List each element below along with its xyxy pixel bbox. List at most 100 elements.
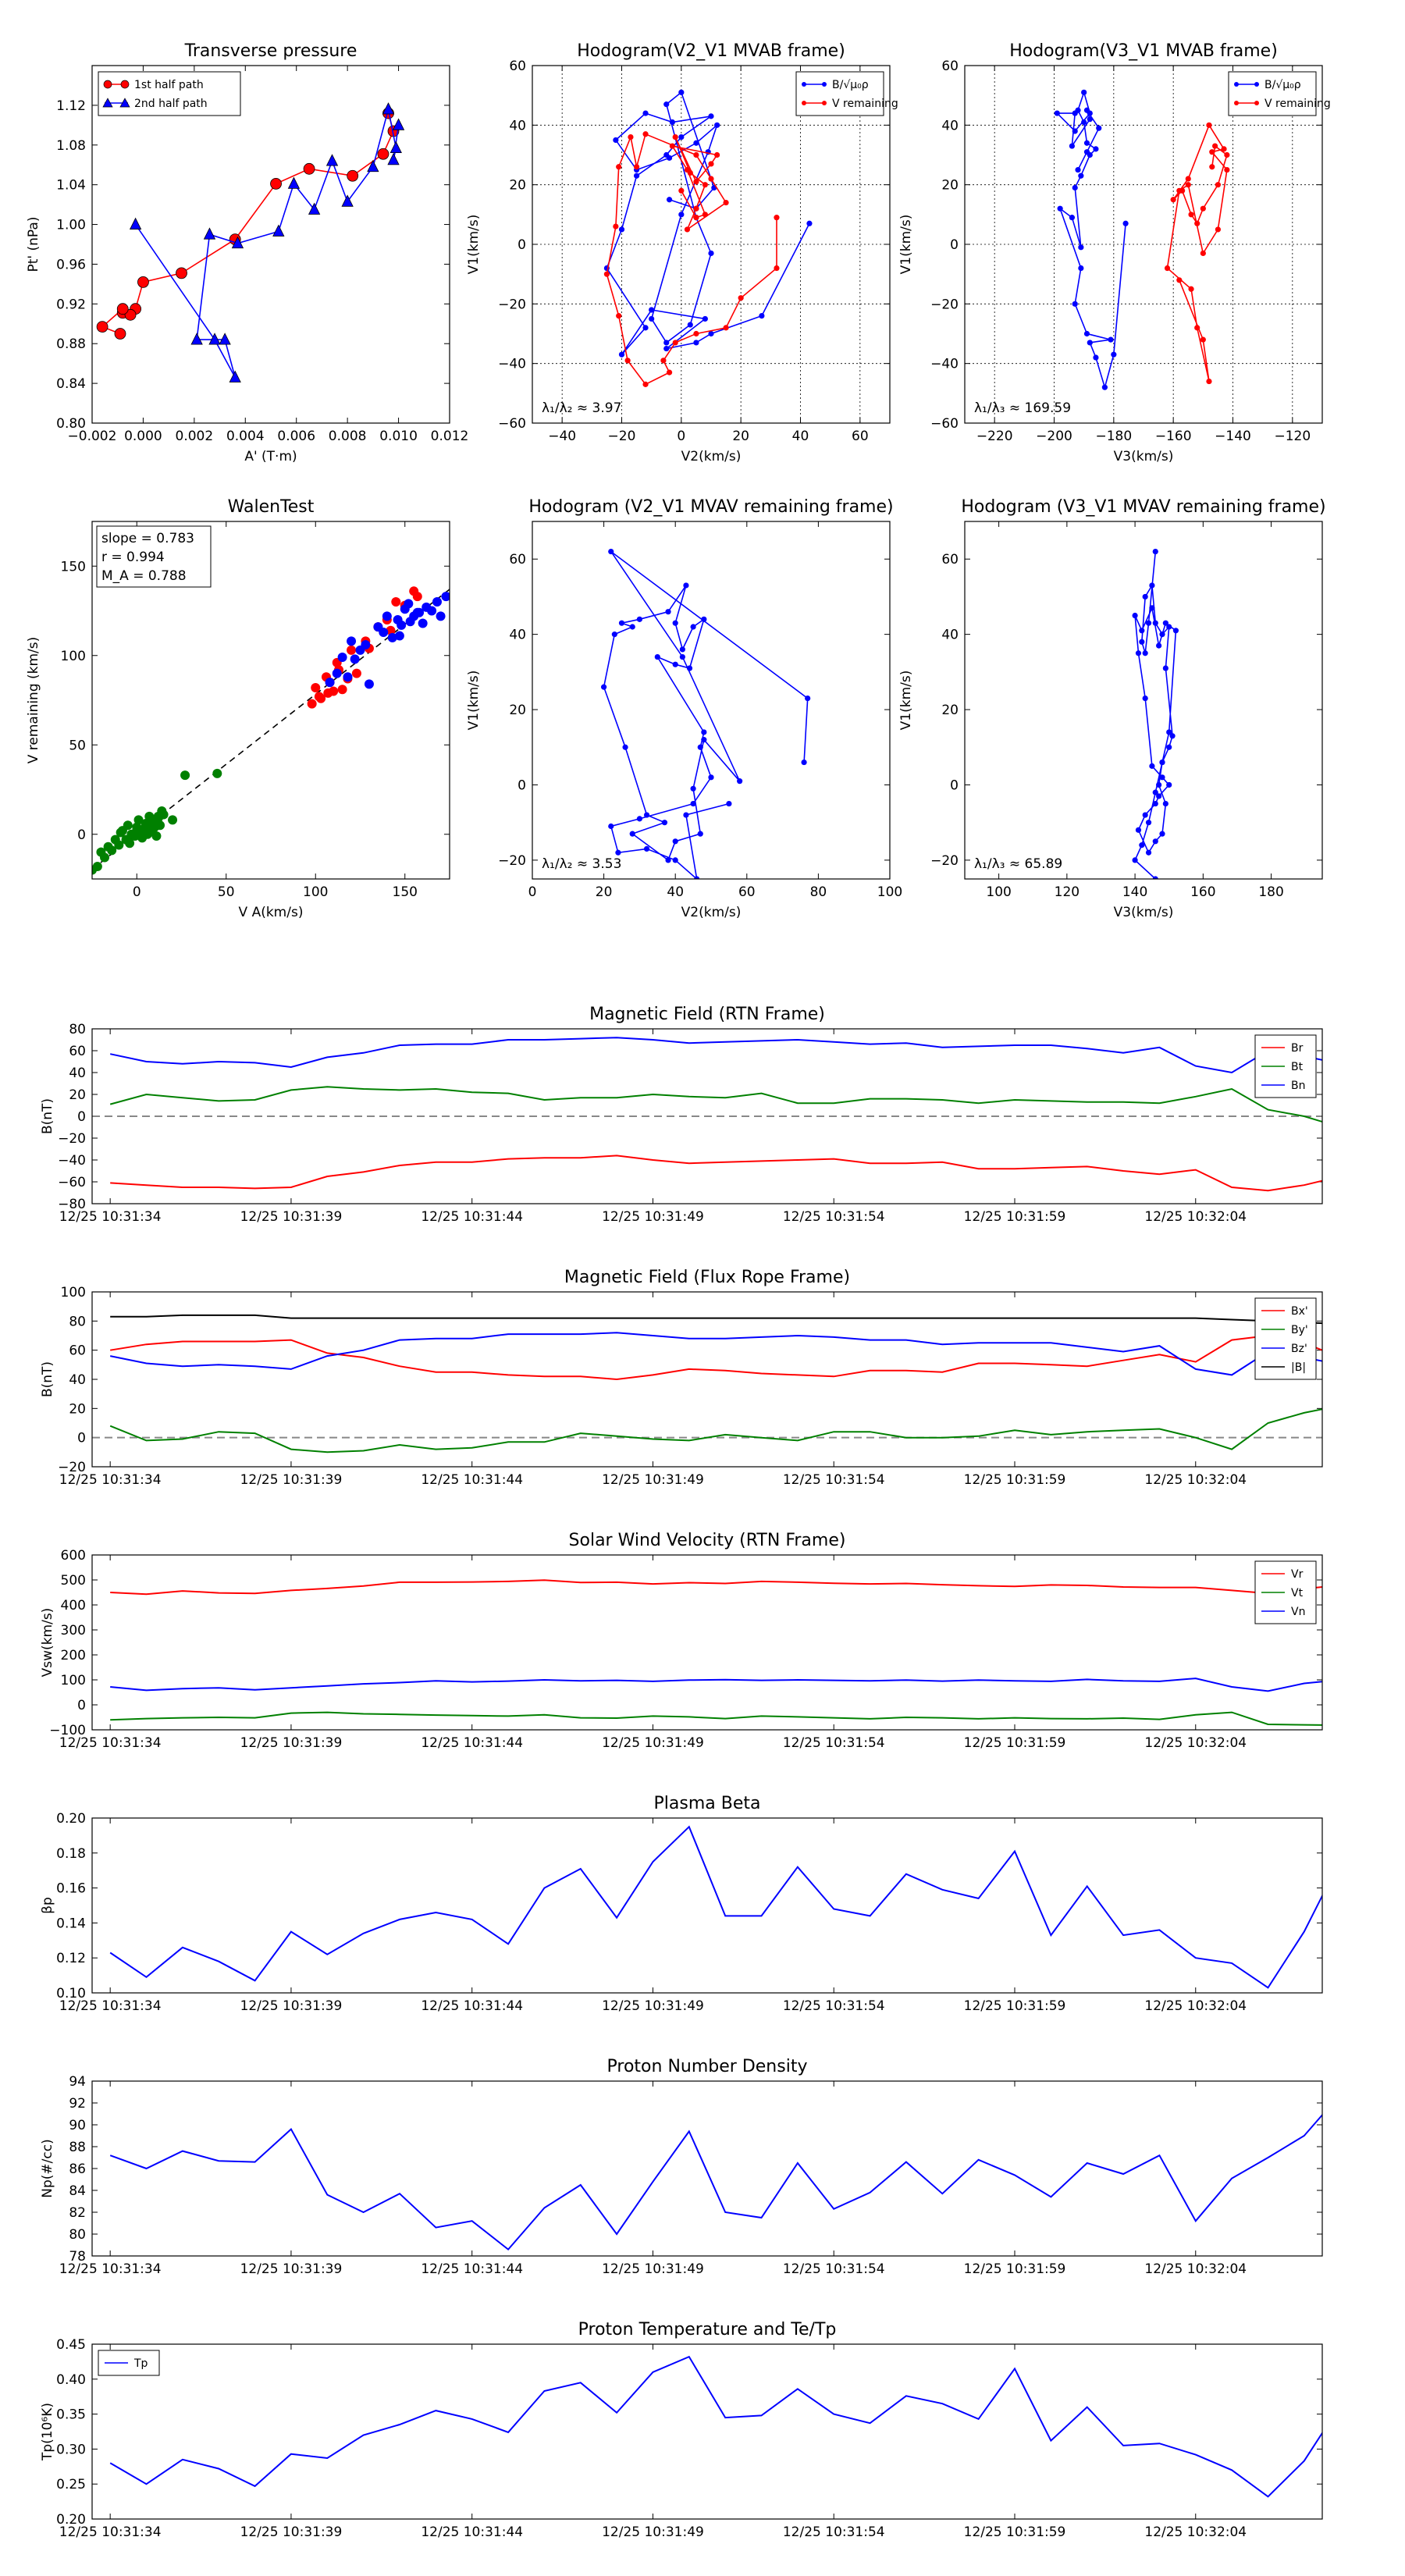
point — [96, 321, 108, 333]
x-tick-label: 12/25 10:31:54 — [783, 1998, 885, 2014]
point — [690, 785, 696, 792]
point — [1166, 729, 1172, 735]
y-tick-label: 0 — [518, 777, 526, 793]
point — [616, 164, 622, 170]
y-tick-label: −60 — [930, 416, 959, 432]
y-tick-label: 20 — [509, 178, 526, 194]
point — [1078, 244, 1084, 251]
point — [1200, 250, 1206, 257]
x-tick-label: 12/25 10:32:04 — [1144, 1998, 1247, 2014]
y-tick-label: 60 — [509, 552, 526, 568]
chart-title: Proton Number Density — [607, 2057, 808, 2076]
y-axis-label: V1(km/s) — [898, 671, 914, 731]
point — [1087, 340, 1093, 346]
x-tick-label: 12/25 10:31:49 — [602, 2261, 704, 2277]
point — [660, 358, 667, 364]
point — [1215, 182, 1222, 188]
point — [389, 141, 402, 153]
x-tick-label: 180 — [1258, 884, 1283, 900]
point — [702, 315, 708, 322]
point — [392, 118, 405, 130]
point — [654, 653, 660, 660]
x-tick-label: 0.004 — [226, 429, 265, 444]
point — [1221, 146, 1227, 152]
point — [693, 205, 699, 212]
point — [231, 236, 244, 249]
y-tick-label: 88 — [69, 2140, 86, 2155]
point — [1209, 149, 1215, 155]
series-B — [601, 548, 811, 879]
x-tick-label: 0.012 — [431, 429, 469, 444]
x-tick-label: 160 — [1190, 884, 1215, 900]
x-tick-label: 40 — [792, 429, 809, 444]
y-tick-label: 20 — [509, 703, 526, 718]
y-tick-label: −80 — [58, 1197, 86, 1212]
point — [382, 102, 395, 115]
point — [702, 212, 708, 218]
chart-title: Hodogram(V2_V1 MVAB frame) — [577, 41, 845, 61]
point — [103, 841, 113, 852]
x-tick-label: 12/25 10:31:59 — [964, 1472, 1066, 1488]
point — [1142, 695, 1148, 702]
y-tick-label: −20 — [498, 853, 526, 869]
y-tick-label: 50 — [69, 738, 86, 753]
point — [669, 143, 675, 149]
x-tick-label: 12/25 10:31:54 — [783, 1735, 885, 1751]
point — [116, 827, 126, 838]
point — [180, 770, 190, 781]
point — [387, 632, 397, 642]
legend-label-0: B/√μ₀ρ — [832, 79, 869, 91]
x-tick-label: 12/25 10:32:04 — [1144, 1472, 1247, 1488]
series-line — [110, 1678, 1322, 1692]
x-tick-label: 80 — [810, 884, 827, 900]
point — [1096, 125, 1102, 131]
point — [622, 744, 628, 750]
y-tick-label: −40 — [498, 357, 526, 372]
series-Vr — [110, 1579, 1322, 1596]
axes-frame — [532, 521, 891, 880]
point — [1170, 197, 1176, 203]
point — [1166, 744, 1172, 750]
point — [272, 224, 285, 237]
point — [1152, 838, 1158, 845]
point — [361, 640, 371, 650]
point — [714, 151, 720, 158]
point — [684, 226, 691, 233]
point — [649, 315, 655, 322]
chart-mag_flux: Magnetic Field (Flux Rope Frame) 12/25 10… — [40, 1268, 1323, 1488]
chart-title: Solar Wind Velocity (RTN Frame) — [569, 1531, 846, 1550]
point — [153, 811, 163, 821]
x-tick-label: 12/25 10:31:39 — [240, 2261, 343, 2277]
hodo_v2_mvab-legend: B/√μ₀ρ V remaining — [795, 71, 898, 116]
chart-title: Proton Temperature and Te/Tp — [578, 2320, 837, 2339]
point — [613, 137, 619, 144]
y-tick-label: 500 — [61, 1573, 86, 1589]
chart-temperature: Proton Temperature and Te/Tp 12/25 10:31:… — [40, 2320, 1323, 2540]
point — [666, 155, 673, 161]
point — [96, 847, 106, 857]
point — [1108, 336, 1114, 343]
y-tick-label: −60 — [58, 1175, 86, 1190]
series-|B| — [110, 1314, 1322, 1325]
point — [1054, 110, 1060, 116]
point — [1081, 119, 1087, 126]
series-beta — [109, 1825, 1322, 1989]
chart-transverse: Transverse pressure −0.002 0.000 0.002 0.004… — [26, 41, 468, 464]
y-tick-label: 1.00 — [56, 218, 86, 233]
y-tick-label: 40 — [509, 118, 526, 133]
legend-label-2: Vn — [1291, 1606, 1305, 1618]
x-tick-label: 12/25 10:31:49 — [602, 2524, 704, 2540]
point — [678, 212, 685, 218]
point — [701, 729, 707, 735]
series-line — [109, 1825, 1322, 1989]
point — [1078, 173, 1084, 179]
point — [1200, 205, 1206, 212]
y-tick-label: 0 — [518, 237, 526, 253]
x-tick-label: 0.006 — [277, 429, 315, 444]
point — [697, 831, 703, 837]
point — [129, 217, 142, 229]
point — [1139, 842, 1145, 849]
point — [708, 330, 714, 337]
x-axis-label: A' (T·m) — [244, 449, 297, 464]
y-tick-label: 0.14 — [56, 1916, 86, 1931]
